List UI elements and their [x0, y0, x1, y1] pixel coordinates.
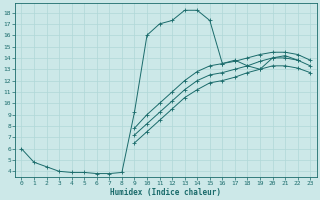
X-axis label: Humidex (Indice chaleur): Humidex (Indice chaleur) — [110, 188, 221, 197]
